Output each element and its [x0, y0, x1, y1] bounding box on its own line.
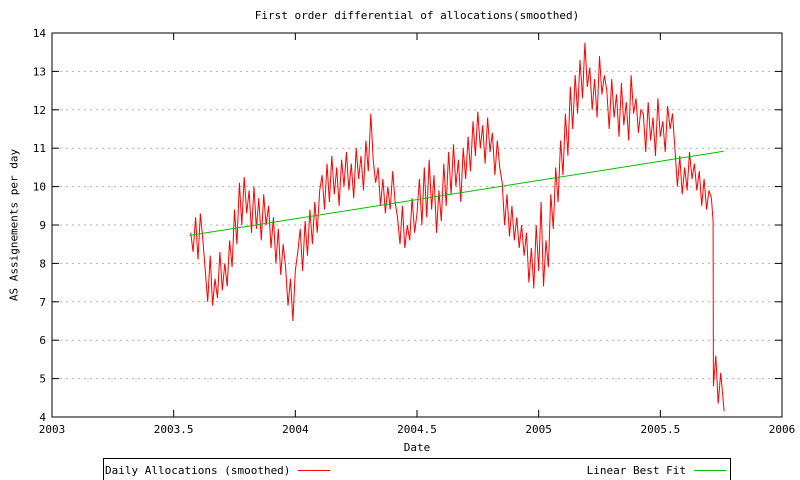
- green-line-sample: [694, 469, 726, 471]
- legend-box: Daily Allocations (smoothed) Linear Best…: [103, 458, 731, 480]
- x-axis-label: Date: [403, 441, 431, 454]
- legend-entry-daily: Daily Allocations (smoothed): [105, 463, 331, 477]
- y-tick-label: 6: [39, 334, 46, 347]
- x-tick-label: 2004.5: [397, 423, 437, 436]
- legend-label-fit: Linear Best Fit: [586, 463, 686, 477]
- y-tick-label: 5: [39, 373, 46, 386]
- y-tick-label: 11: [33, 142, 46, 155]
- chart-title: First order differential of allocations(…: [254, 9, 580, 22]
- red-line-sample: [298, 469, 331, 471]
- legend-entry-fit: Linear Best Fit: [587, 464, 726, 477]
- x-tick-label: 2006: [769, 423, 796, 436]
- y-tick-label: 14: [33, 27, 47, 40]
- y-tick-label: 4: [39, 411, 46, 424]
- series-daily-allocations: [190, 42, 725, 412]
- x-tick-label: 2003.5: [154, 423, 194, 436]
- y-tick-label: 8: [39, 257, 46, 270]
- y-tick-label: 7: [39, 296, 46, 309]
- y-tick-label: 13: [33, 65, 46, 78]
- series-linear-best-fit: [189, 150, 724, 236]
- y-tick-label: 12: [33, 104, 46, 117]
- x-tick-label: 2005.5: [640, 423, 680, 436]
- x-tick-label: 2003: [39, 423, 66, 436]
- legend-label-daily: Daily Allocations (smoothed): [105, 463, 291, 477]
- x-tick-label: 2005: [525, 423, 552, 436]
- x-tick-label: 2004: [282, 423, 309, 436]
- y-tick-label: 9: [39, 219, 46, 232]
- y-tick-label: 10: [33, 181, 46, 194]
